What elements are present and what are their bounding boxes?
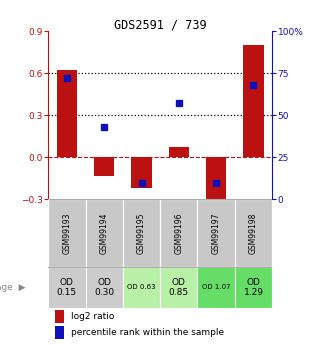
Text: log2 ratio: log2 ratio [71, 312, 114, 321]
Text: OD
1.29: OD 1.29 [244, 278, 263, 297]
Text: GSM99193: GSM99193 [63, 212, 71, 254]
Bar [160, 199, 197, 267]
Text: OD 1.07: OD 1.07 [202, 284, 230, 290]
Text: OD
0.85: OD 0.85 [169, 278, 189, 297]
Bar [48, 199, 86, 267]
Bar [206, 157, 226, 202]
Bar [55, 326, 64, 339]
Bar [57, 70, 77, 157]
Title: GDS2591 / 739: GDS2591 / 739 [114, 18, 207, 31]
Bar [123, 267, 160, 308]
Text: percentile rank within the sample: percentile rank within the sample [71, 328, 224, 337]
Text: OD
0.30: OD 0.30 [94, 278, 114, 297]
Text: GSM99198: GSM99198 [249, 213, 258, 254]
Text: GSM99195: GSM99195 [137, 212, 146, 254]
Bar [86, 267, 123, 308]
Text: age  ▶: age ▶ [0, 283, 26, 292]
Bar [235, 199, 272, 267]
Text: GSM99197: GSM99197 [212, 212, 220, 254]
Text: GSM99194: GSM99194 [100, 212, 109, 254]
Bar [123, 199, 160, 267]
Bar [131, 157, 152, 188]
Text: OD 0.63: OD 0.63 [127, 284, 156, 290]
Bar [48, 267, 86, 308]
Bar [235, 267, 272, 308]
Bar [94, 157, 114, 176]
Bar [197, 267, 235, 308]
Bar [169, 148, 189, 157]
Bar [55, 310, 64, 323]
Bar [243, 45, 264, 157]
Text: OD
0.15: OD 0.15 [57, 278, 77, 297]
Bar [86, 199, 123, 267]
Bar [160, 267, 197, 308]
Text: GSM99196: GSM99196 [174, 212, 183, 254]
Bar [197, 199, 235, 267]
